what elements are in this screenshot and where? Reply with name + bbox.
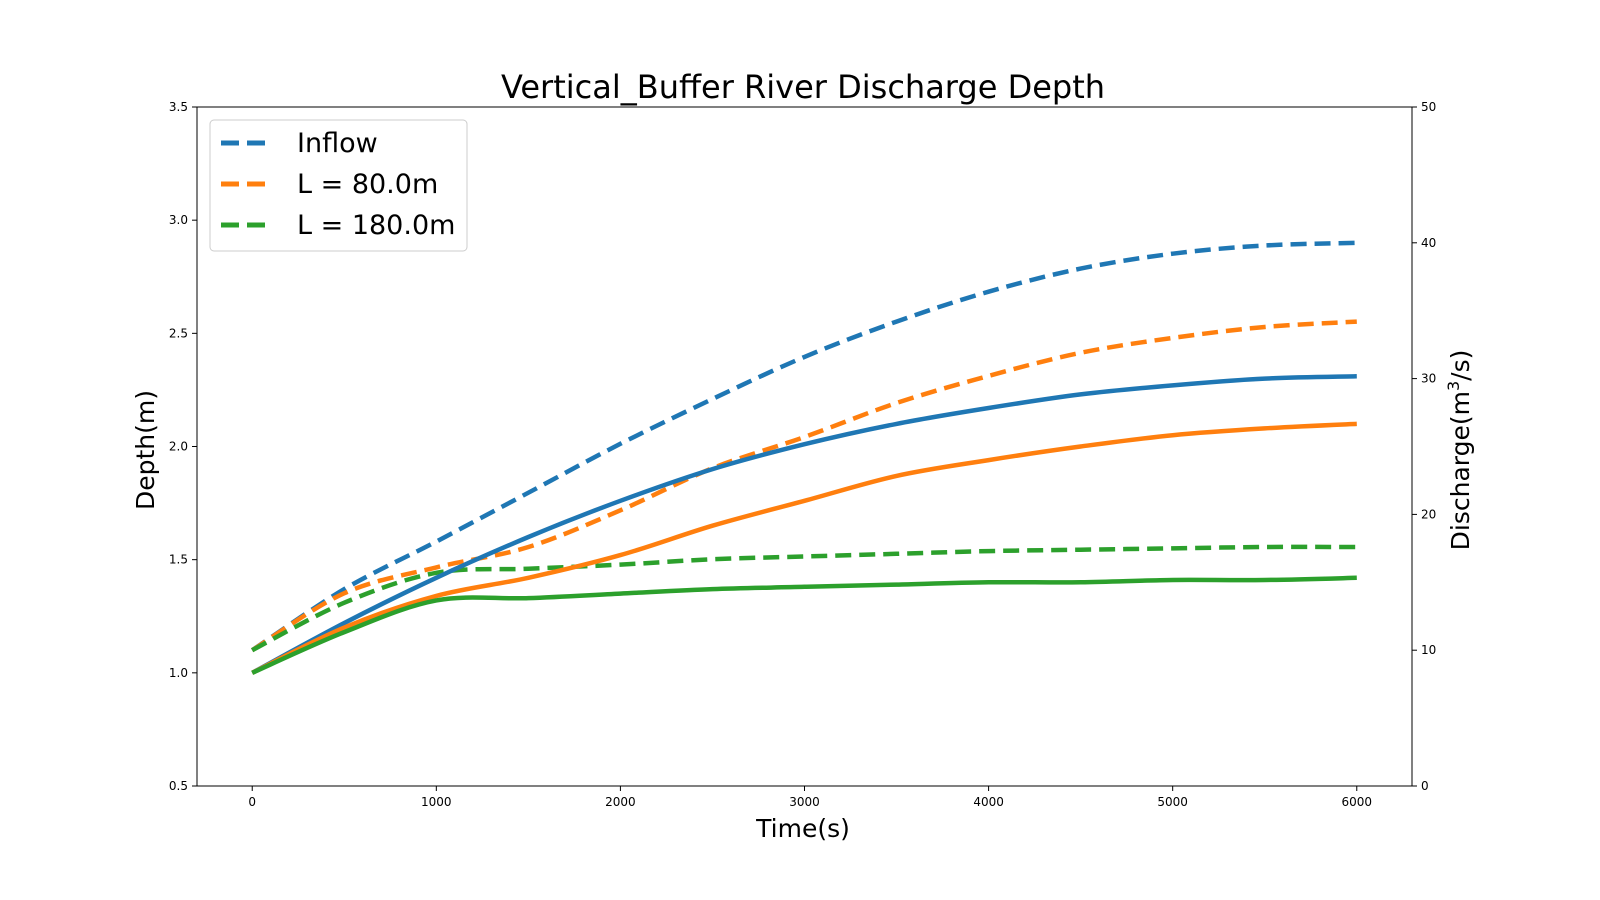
legend-box: [209, 119, 468, 252]
y2-tick-label: 30: [1421, 372, 1436, 386]
y-tick-label: 0.5: [169, 779, 188, 793]
y-axis-title: Depth(m): [131, 390, 160, 510]
series-line-inflow-depth: [251, 374, 1357, 675]
y-tick-label: 2.5: [169, 326, 188, 340]
plot-lines: [250, 240, 1357, 675]
legend-label-inflow: Inflow: [297, 128, 378, 159]
y2-tick-label: 0: [1421, 779, 1429, 793]
y2-tick-label: 50: [1421, 100, 1436, 114]
legend-label-l80: L = 80.0m: [297, 169, 438, 200]
series-line-l180-depth: [251, 575, 1357, 675]
y2-axis-title-superscript: 3: [1444, 381, 1463, 391]
x-tick-label: 3000: [789, 795, 820, 809]
y-tick-label: 2.0: [169, 440, 188, 454]
y-tick-label: 1.0: [169, 666, 188, 680]
legend-label-l180: L = 180.0m: [297, 210, 455, 241]
y-tick-label: 3.0: [169, 213, 188, 227]
y2-tick-label: 40: [1421, 236, 1436, 250]
y2-axis-title-tail: /s): [1446, 350, 1475, 381]
x-tick-label: 5000: [1157, 795, 1188, 809]
x-tick-label: 6000: [1341, 795, 1372, 809]
x-tick-label: 2000: [605, 795, 636, 809]
y-tick-label: 3.5: [169, 100, 188, 114]
x-tick-label: 0: [248, 795, 256, 809]
series-line-l180-discharge: [251, 544, 1357, 653]
legend: Inflow L = 80.0m L = 180.0m: [209, 119, 468, 252]
series-line-inflow-discharge: [250, 240, 1357, 653]
x-tick-label: 4000: [973, 795, 1004, 809]
y2-tick-label: 20: [1421, 507, 1436, 521]
x-axis-title: Time(s): [755, 814, 850, 843]
series-line-l80-discharge: [251, 319, 1357, 653]
y2-axis-title-main: Discharge(m: [1446, 391, 1475, 550]
x-tick-label: 1000: [421, 795, 452, 809]
y2-axis-title: Discharge(m3/s): [1444, 350, 1475, 551]
y-tick-label: 1.5: [169, 553, 188, 567]
series-line-l80-depth: [251, 421, 1357, 675]
axis-ticks: 0 1000 2000 3000 4000 5000 6000 0.5 1.0 1.5 2.0 2.5…: [169, 100, 1436, 809]
chart-title: Vertical_Buffer River Discharge Depth: [501, 68, 1105, 106]
y2-tick-label: 10: [1421, 643, 1436, 657]
